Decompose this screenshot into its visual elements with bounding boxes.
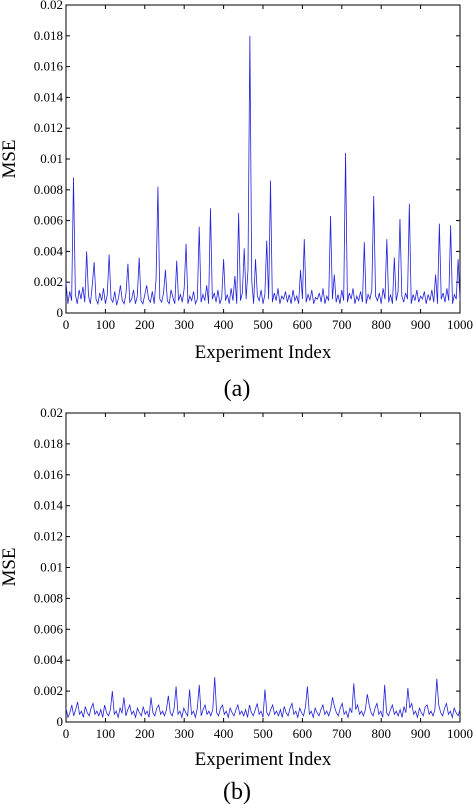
chart-b-y-tick-label: 0.014: [34, 498, 64, 513]
chart-a-x-tick-label: 1000: [447, 317, 473, 332]
chart-a-y-tick-label: 0.016: [34, 59, 64, 74]
chart-b-x-tick-label: 600: [293, 726, 313, 741]
chart-a-y-tick-label: 0.012: [34, 120, 63, 135]
chart-b-plot-frame: [65, 412, 461, 723]
chart-b-y-tick-label: 0.018: [34, 436, 63, 451]
chart-a-y-tick-label: 0.006: [34, 213, 64, 228]
chart-a-y-tick-label: 0.02: [40, 0, 63, 12]
chart-b-y-tick-label: 0.008: [34, 590, 63, 605]
chart-b-y-axis-label: MSE: [0, 547, 20, 586]
chart-a-x-tick-label: 100: [96, 317, 116, 332]
chart-a-x-tick-label: 900: [411, 317, 431, 332]
chart-b-caption: (b): [223, 779, 251, 804]
chart-a-x-tick-label: 200: [135, 317, 155, 332]
chart-a-y-tick-label: 0.002: [34, 274, 63, 289]
chart-b-y-tick-label: 0.002: [34, 683, 63, 698]
chart-b-x-tick-label: 800: [371, 726, 391, 741]
chart-a-y-tick-label: 0.018: [34, 28, 63, 43]
chart-a-y-tick-label: 0.004: [34, 243, 64, 258]
chart-a-y-tick-label: 0.014: [34, 89, 64, 104]
chart-b-y-tick-label: 0: [57, 714, 64, 729]
chart-a-x-tick-label: 0: [63, 317, 70, 332]
chart-a-x-tick-label: 300: [174, 317, 194, 332]
chart-a-x-tick-label: 400: [214, 317, 234, 332]
chart-b-x-tick-label: 300: [174, 726, 194, 741]
chart-b-x-tick-label: 100: [96, 726, 116, 741]
chart-a-y-tick-label: 0.01: [40, 151, 63, 166]
chart-b-y-tick-label: 0.016: [34, 467, 64, 482]
chart-b-x-tick-label: 900: [411, 726, 431, 741]
chart-b-y-tick-label: 0.01: [40, 560, 63, 575]
chart-a-x-tick-label: 600: [293, 317, 313, 332]
chart-b-x-tick-label: 0: [63, 726, 70, 741]
chart-b-x-tick-label: 1000: [447, 726, 473, 741]
chart-b-y-tick-label: 0.012: [34, 529, 63, 544]
chart-a-y-axis-label: MSE: [0, 139, 20, 178]
chart-b-x-tick-label: 400: [214, 726, 234, 741]
chart-a: 0 0.002 0.004 0.006 0.008 0.01 0.012 0.014 0.016…: [0, 0, 473, 402]
chart-a-x-axis-label: Experiment Index: [195, 342, 332, 363]
chart-a-y-ticks: 0 0.002 0.004 0.006 0.008 0.01 0.012 0.014 0.016…: [34, 0, 460, 320]
chart-b-x-tick-label: 700: [332, 726, 352, 741]
chart-a-x-tick-label: 700: [332, 317, 352, 332]
chart-a-x-tick-label: 800: [371, 317, 391, 332]
chart-b: 0 0.002 0.004 0.006 0.008 0.01 0.012 0.014 0.016…: [0, 405, 473, 804]
chart-b-y-ticks: 0 0.002 0.004 0.006 0.008 0.01 0.012 0.014 0.016…: [34, 405, 460, 729]
chart-a-caption: (a): [224, 376, 251, 402]
chart-a-y-tick-label: 0: [57, 305, 64, 320]
chart-b-x-ticks: 0 100 200 300 400 500 600 700 800 900 1000: [63, 413, 473, 741]
chart-b-y-tick-label: 0.006: [34, 621, 64, 636]
chart-b-x-tick-label: 500: [253, 726, 273, 741]
chart-b-series-line: [65, 677, 461, 719]
chart-a-series-line: [65, 35, 461, 306]
chart-a-y-tick-label: 0.008: [34, 182, 63, 197]
chart-a-x-ticks: 0 100 200 300 400 500 600 700 800 900 1000: [63, 5, 473, 332]
chart-b-x-axis-label: Experiment Index: [195, 749, 332, 770]
chart-b-y-tick-label: 0.02: [40, 405, 63, 420]
chart-a-x-tick-label: 500: [253, 317, 273, 332]
chart-b-y-tick-label: 0.004: [34, 652, 64, 667]
chart-b-x-tick-label: 200: [135, 726, 155, 741]
